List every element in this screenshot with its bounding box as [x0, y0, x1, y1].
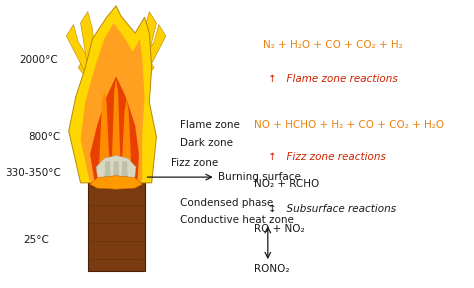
Bar — [88, 181, 145, 271]
Text: ↑   Fizz zone reactions: ↑ Fizz zone reactions — [268, 152, 386, 162]
Polygon shape — [121, 161, 128, 182]
Text: Flame zone: Flame zone — [180, 120, 240, 130]
Polygon shape — [78, 56, 97, 82]
Text: Fizz zone: Fizz zone — [171, 158, 218, 168]
Text: ↑   Flame zone reactions: ↑ Flame zone reactions — [268, 74, 398, 84]
Polygon shape — [69, 6, 156, 183]
Text: 2000°C: 2000°C — [19, 56, 58, 65]
Polygon shape — [104, 161, 111, 182]
Text: 330-350°C: 330-350°C — [5, 168, 61, 178]
Polygon shape — [81, 12, 97, 82]
Text: Condensed phase: Condensed phase — [180, 198, 273, 208]
Polygon shape — [90, 76, 139, 183]
Text: RO + NO₂: RO + NO₂ — [254, 224, 304, 234]
Text: NO₂ + RCHO: NO₂ + RCHO — [254, 179, 319, 189]
Polygon shape — [113, 161, 119, 182]
Text: Burning surface: Burning surface — [218, 172, 301, 182]
Polygon shape — [96, 156, 136, 182]
Text: Dark zone: Dark zone — [180, 138, 233, 147]
Text: 25°C: 25°C — [24, 236, 50, 245]
Text: ↕   Subsurface reactions: ↕ Subsurface reactions — [268, 204, 396, 214]
Text: N₂ + H₂O + CO + CO₂ + H₂: N₂ + H₂O + CO + CO₂ + H₂ — [263, 40, 403, 50]
Polygon shape — [111, 79, 121, 177]
Polygon shape — [135, 12, 156, 82]
Polygon shape — [135, 56, 154, 82]
Text: NO + HCHO + H₂ + CO + CO₂ + H₂O: NO + HCHO + H₂ + CO + CO₂ + H₂O — [254, 120, 444, 130]
Polygon shape — [90, 176, 142, 189]
Polygon shape — [66, 24, 97, 82]
Polygon shape — [135, 24, 166, 82]
Text: 800°C: 800°C — [28, 132, 61, 142]
Text: RONO₂: RONO₂ — [254, 264, 289, 274]
Polygon shape — [81, 23, 145, 183]
Polygon shape — [99, 91, 110, 177]
Polygon shape — [121, 99, 132, 177]
Text: Conductive heat zone: Conductive heat zone — [180, 215, 294, 225]
